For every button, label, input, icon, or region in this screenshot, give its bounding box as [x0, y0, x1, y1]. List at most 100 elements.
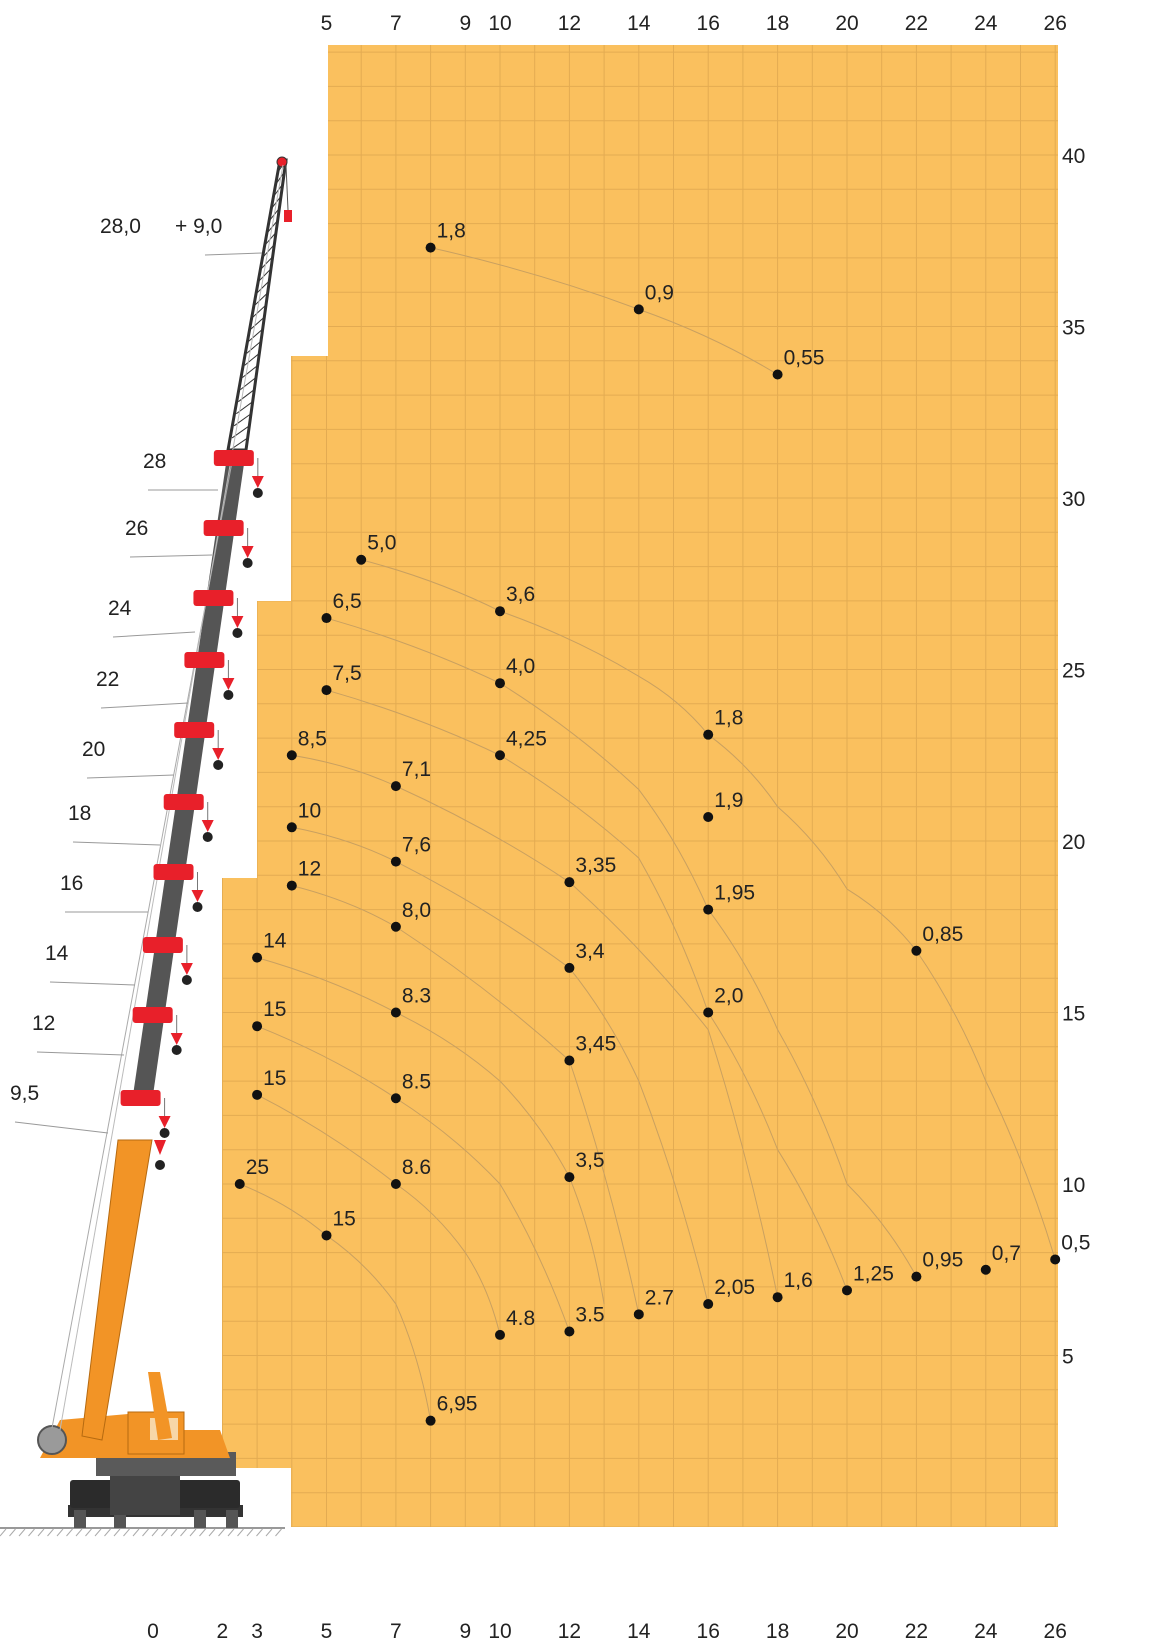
winch-drum	[37, 1425, 67, 1455]
load-point	[390, 781, 401, 792]
load-point-label: 6,95	[437, 1393, 478, 1416]
hook-icon	[159, 1128, 170, 1138]
hook-icon	[202, 832, 213, 842]
load-point-label: 0,9	[645, 281, 674, 304]
ground-hatch	[94, 1528, 102, 1537]
y-tick: 15	[1062, 1003, 1085, 1026]
load-point-label: 3,35	[575, 854, 616, 877]
boom-collar	[174, 722, 215, 738]
ground-hatch	[132, 1528, 140, 1537]
x-tick-top: 7	[390, 12, 402, 35]
x-tick-bottom: 26	[1044, 1620, 1067, 1643]
boom-collar	[153, 864, 194, 880]
boom-collar	[142, 937, 183, 953]
radius-arc	[256, 1094, 501, 1336]
ground-hatch	[9, 1528, 16, 1537]
boom-collar	[120, 1090, 161, 1106]
load-point	[390, 1007, 401, 1018]
load-point	[564, 877, 575, 888]
load-point	[772, 369, 783, 380]
x-tick-bottom: 3	[251, 1620, 263, 1643]
x-tick-top: 5	[321, 12, 333, 35]
ground-hatch	[0, 1528, 7, 1537]
working-area-fill	[222, 45, 1058, 1527]
boom-leader-line	[204, 252, 263, 256]
radius-arc	[361, 559, 1056, 1260]
x-tick-top: 16	[697, 12, 720, 35]
load-point	[495, 678, 505, 689]
jib-lacing	[248, 328, 263, 342]
hook-block	[251, 476, 264, 488]
load-point-label: 5,0	[367, 532, 396, 555]
load-point	[703, 811, 714, 822]
hook-icon	[181, 975, 192, 985]
load-point	[633, 1309, 644, 1320]
load-point	[564, 1326, 575, 1337]
hook-icon	[232, 628, 243, 638]
load-point-label: 1,8	[714, 707, 743, 730]
hook-block	[231, 616, 244, 628]
x-tick-top: 22	[905, 12, 928, 35]
load-point-label: 12	[298, 858, 321, 881]
load-point	[495, 750, 505, 761]
boom-length-label: 28,0	[100, 215, 141, 238]
radius-arc	[239, 1183, 432, 1421]
x-tick-top: 20	[835, 12, 858, 35]
load-point-label: 2,0	[714, 985, 743, 1008]
load-point	[252, 1089, 263, 1100]
ground-hatch	[199, 1528, 206, 1537]
load-point-label: 6,5	[333, 590, 362, 613]
hook-block	[191, 890, 204, 902]
load-point-label: 1,95	[714, 882, 755, 905]
boom-length-label: 28	[143, 450, 166, 473]
load-point-label: 10	[298, 799, 321, 822]
radius-arc	[256, 1025, 570, 1332]
ground-hatch	[265, 1528, 273, 1537]
load-point	[390, 921, 401, 932]
load-point	[772, 1292, 783, 1303]
load-point	[911, 1271, 922, 1282]
ground-hatch	[170, 1528, 178, 1537]
load-point	[425, 1415, 436, 1426]
load-point	[390, 1093, 401, 1104]
load-point-label: 0,85	[922, 923, 963, 946]
boom-leader-line	[86, 774, 175, 779]
x-tick-bottom: 12	[558, 1620, 581, 1643]
load-point	[234, 1179, 245, 1189]
x-tick-bottom: 22	[905, 1620, 928, 1643]
boom-leader-line	[36, 1051, 125, 1056]
x-tick-bottom: 5	[321, 1620, 333, 1643]
radius-arc	[291, 754, 779, 1298]
chassis-center	[110, 1475, 180, 1515]
load-point	[1050, 1254, 1061, 1265]
load-point-label: 8,0	[402, 899, 431, 922]
hook-block	[170, 1033, 183, 1045]
x-tick-bottom: 0	[147, 1620, 159, 1643]
boom-collar	[193, 590, 234, 606]
jib-hook-block	[284, 210, 292, 222]
load-point	[321, 685, 332, 696]
load-point	[425, 242, 436, 253]
boom-length-label: 9,5	[10, 1082, 39, 1105]
boom-leader-line	[100, 702, 189, 709]
load-point	[703, 904, 714, 915]
load-point-label: 15	[333, 1207, 356, 1230]
ground-hatch	[123, 1528, 130, 1537]
load-point	[252, 952, 263, 963]
jib-lacing	[235, 401, 253, 415]
boom-length-label: 24	[108, 597, 132, 620]
ground-hatch	[47, 1528, 54, 1537]
jib-lacing	[265, 232, 277, 245]
ground-hatch	[208, 1528, 216, 1537]
x-tick-top: 10	[488, 12, 511, 35]
load-point	[321, 613, 332, 624]
boom-length-label: + 9,0	[175, 215, 222, 238]
load-point-label: 1,25	[853, 1262, 894, 1285]
load-point-label: 3.5	[575, 1303, 604, 1326]
load-point-label: 0,7	[992, 1242, 1021, 1265]
load-point	[703, 1007, 714, 1018]
ground-hatch	[218, 1528, 225, 1537]
x-tick-top: 14	[627, 12, 651, 35]
load-point-label: 14	[263, 930, 287, 953]
